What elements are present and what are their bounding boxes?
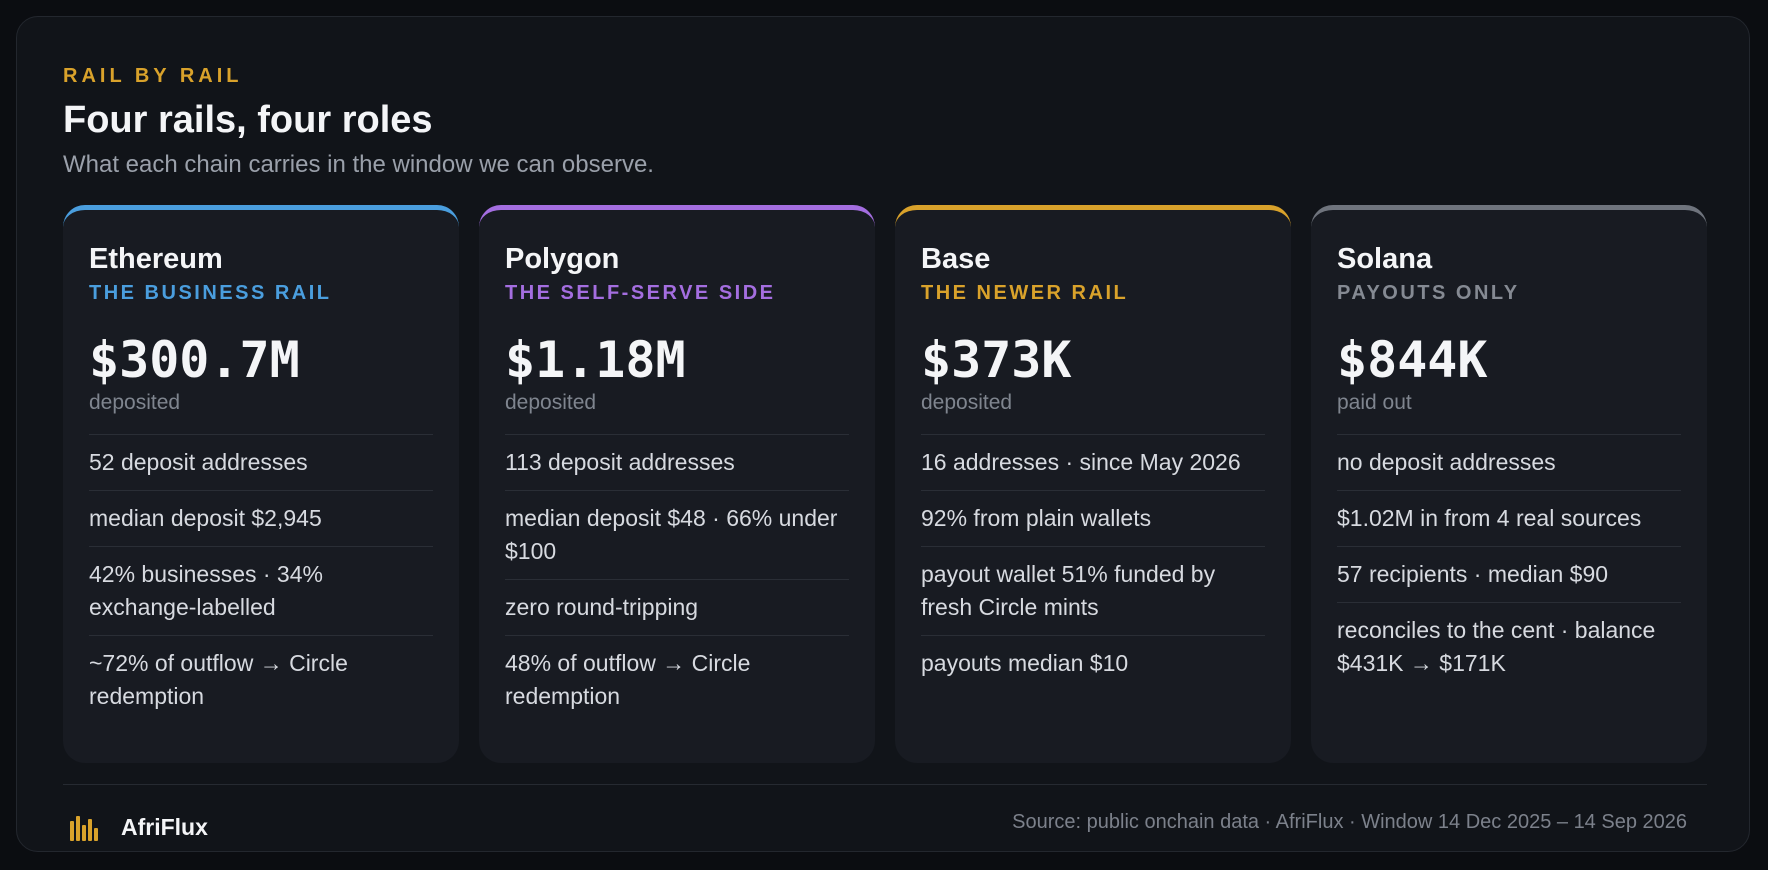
chain-role: THE BUSINESS RAIL [89,282,332,304]
page-title: Four rails, four roles [63,99,433,141]
brand: AfriFlux [69,807,208,847]
chain-name: Solana [1337,243,1433,275]
fact-item: reconciles to the cent · balance $431K →… [1337,602,1681,691]
chain-role: THE SELF-SERVE SIDE [505,282,776,304]
fact-item: payouts median $10 [921,635,1265,691]
chain-amount-label: deposited [505,391,597,414]
card-base: Base THE NEWER RAIL $373K deposited 16 a… [895,205,1291,763]
chain-name: Ethereum [89,243,223,275]
footer-divider [63,784,1707,785]
fact-item: zero round-tripping [505,579,849,635]
fact-item: 57 recipients · median $90 [1337,546,1681,602]
fact-list: 52 deposit addresses median deposit $2,9… [89,434,433,724]
card-polygon: Polygon THE SELF-SERVE SIDE $1.18M depos… [479,205,875,763]
chain-role: THE NEWER RAIL [921,282,1129,304]
chain-amount-label: deposited [921,391,1013,414]
chain-role: PAYOUTS ONLY [1337,282,1520,304]
fact-item: median deposit $48 · 66% under $100 [505,490,849,579]
fact-list: 113 deposit addresses median deposit $48… [505,434,849,724]
fact-item: 113 deposit addresses [505,434,849,490]
card-ethereum: Ethereum THE BUSINESS RAIL $300.7M depos… [63,205,459,763]
fact-item: 92% from plain wallets [921,490,1265,546]
fact-list: 16 addresses · since May 2026 92% from p… [921,434,1265,691]
chain-amount: $844K [1337,331,1488,389]
brand-name: AfriFlux [121,813,208,840]
bar-chart-icon [69,813,99,841]
chain-name: Base [921,243,991,275]
page-subtitle: What each chain carries in the window we… [63,151,654,178]
fact-item: 48% of outflow → Circle redemption [505,635,849,724]
section-eyebrow: RAIL BY RAIL [63,65,243,87]
chain-amount-label: paid out [1337,391,1412,414]
chain-amount-label: deposited [89,391,181,414]
fact-item: 16 addresses · since May 2026 [921,434,1265,490]
fact-item: 52 deposit addresses [89,434,433,490]
fact-item: payout wallet 51% funded by fresh Circle… [921,546,1265,635]
fact-item: median deposit $2,945 [89,490,433,546]
fact-list: no deposit addresses $1.02M in from 4 re… [1337,434,1681,691]
chain-amount: $373K [921,331,1072,389]
rail-cards: Ethereum THE BUSINESS RAIL $300.7M depos… [63,205,1707,763]
fact-item: 42% businesses · 34% exchange-labelled [89,546,433,635]
chain-amount: $300.7M [89,331,300,389]
fact-item: ~72% of outflow → Circle redemption [89,635,433,724]
fact-item: no deposit addresses [1337,434,1681,490]
card-solana: Solana PAYOUTS ONLY $844K paid out no de… [1311,205,1707,763]
fact-item: $1.02M in from 4 real sources [1337,490,1681,546]
source-note: Source: public onchain data · AfriFlux ·… [1012,811,1687,833]
rail-panel: RAIL BY RAIL Four rails, four roles What… [16,16,1750,852]
chain-amount: $1.18M [505,331,686,389]
chain-name: Polygon [505,243,620,275]
